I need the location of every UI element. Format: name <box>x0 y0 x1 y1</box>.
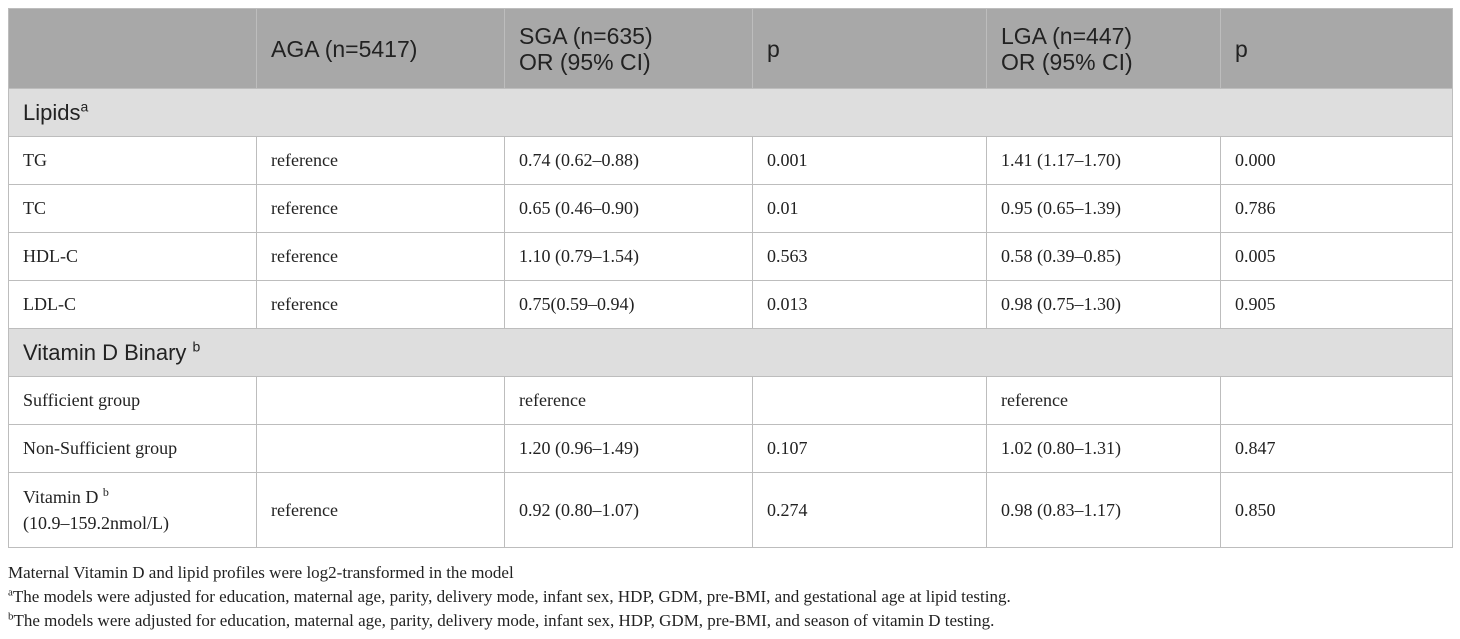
table-row-tg: TG reference 0.74 (0.62–0.88) 0.001 1.41… <box>8 136 1453 185</box>
section-title-vitamin-d-binary: Vitamin D Binary b <box>8 328 1453 377</box>
section-title-lipids: Lipidsa <box>8 88 1453 137</box>
header-cell-lga-p: p <box>1220 8 1453 89</box>
sga-or-cell: 1.20 (0.96–1.49) <box>504 424 753 473</box>
lga-or-cell: 0.98 (0.75–1.30) <box>986 280 1221 329</box>
header-lga-or-label: OR (95% CI) <box>1001 48 1133 75</box>
lga-or-cell: 0.58 (0.39–0.85) <box>986 232 1221 281</box>
aga-cell <box>256 376 505 425</box>
footnote-a-marker: a <box>8 586 13 599</box>
header-cell-sga: SGA (n=635) OR (95% CI) <box>504 8 753 89</box>
table-row-ldl-c: LDL-C reference 0.75(0.59–0.94) 0.013 0.… <box>8 280 1453 329</box>
table-footnotes: Maternal Vitamin D and lipid profiles we… <box>8 561 1452 633</box>
sga-or-cell: 0.75(0.59–0.94) <box>504 280 753 329</box>
footnote-b-text: The models were adjusted for education, … <box>13 611 995 630</box>
table-row-non-sufficient: Non-Sufficient group 1.20 (0.96–1.49) 0.… <box>8 424 1453 473</box>
row-label: LDL-C <box>8 280 257 329</box>
table-row-vitamin-d-continuous: Vitamin D b (10.9–159.2nmol/L) reference… <box>8 472 1453 548</box>
row-label-line1: Vitamin D b <box>23 485 109 507</box>
lga-p-cell: 0.850 <box>1220 472 1453 548</box>
row-label: Sufficient group <box>8 376 257 425</box>
footnote-marker: b <box>192 338 201 355</box>
row-label-line2: (10.9–159.2nmol/L) <box>23 513 169 533</box>
lga-or-cell: 0.98 (0.83–1.17) <box>986 472 1221 548</box>
sga-or-cell: 0.65 (0.46–0.90) <box>504 184 753 233</box>
table-header-row: AGA (n=5417) SGA (n=635) OR (95% CI) p L… <box>8 8 1453 89</box>
aga-cell: reference <box>256 232 505 281</box>
section-row-lipids: Lipidsa <box>8 88 1453 137</box>
footnote-a-text: The models were adjusted for education, … <box>12 587 1011 606</box>
footnote-transform: Maternal Vitamin D and lipid profiles we… <box>8 563 514 582</box>
aga-cell: reference <box>256 472 505 548</box>
footnote-b-marker: b <box>8 610 14 623</box>
lga-p-cell: 0.786 <box>1220 184 1453 233</box>
aga-cell: reference <box>256 136 505 185</box>
header-cell-aga: AGA (n=5417) <box>256 8 505 89</box>
header-cell-sga-p: p <box>752 8 987 89</box>
lga-p-cell: 0.905 <box>1220 280 1453 329</box>
lga-p-cell <box>1220 376 1453 425</box>
table-row-tc: TC reference 0.65 (0.46–0.90) 0.01 0.95 … <box>8 184 1453 233</box>
sga-p-cell: 0.01 <box>752 184 987 233</box>
footnote-marker: b <box>102 485 109 499</box>
table-row-sufficient: Sufficient group reference reference <box>8 376 1453 425</box>
results-table: AGA (n=5417) SGA (n=635) OR (95% CI) p L… <box>8 8 1453 548</box>
sga-p-cell: 0.001 <box>752 136 987 185</box>
row-label: Non-Sufficient group <box>8 424 257 473</box>
sga-p-cell: 0.563 <box>752 232 987 281</box>
row-label: Vitamin D b (10.9–159.2nmol/L) <box>8 472 257 548</box>
header-sga-label: SGA (n=635) <box>519 22 653 49</box>
aga-cell: reference <box>256 184 505 233</box>
header-cell-row-label <box>8 8 257 89</box>
sga-or-cell: 0.74 (0.62–0.88) <box>504 136 753 185</box>
header-sga-p-label: p <box>767 35 780 62</box>
sga-p-cell: 0.107 <box>752 424 987 473</box>
row-label: TG <box>8 136 257 185</box>
section-lipids-label: Lipids <box>23 99 81 125</box>
header-aga-label: AGA (n=5417) <box>271 35 418 62</box>
lga-or-cell: 1.41 (1.17–1.70) <box>986 136 1221 185</box>
sga-or-cell: 1.10 (0.79–1.54) <box>504 232 753 281</box>
lga-p-cell: 0.000 <box>1220 136 1453 185</box>
lga-p-cell: 0.847 <box>1220 424 1453 473</box>
header-sga-or-label: OR (95% CI) <box>519 48 651 75</box>
lga-or-cell: reference <box>986 376 1221 425</box>
sga-p-cell: 0.274 <box>752 472 987 548</box>
section-row-vitamin-d-binary: Vitamin D Binary b <box>8 328 1453 377</box>
lga-or-cell: 0.95 (0.65–1.39) <box>986 184 1221 233</box>
header-lga-label: LGA (n=447) <box>1001 22 1133 49</box>
footnote-a: aThe models were adjusted for education,… <box>8 585 1452 609</box>
row-label: HDL-C <box>8 232 257 281</box>
row-label: TC <box>8 184 257 233</box>
aga-cell: reference <box>256 280 505 329</box>
aga-cell <box>256 424 505 473</box>
sga-or-cell: 0.92 (0.80–1.07) <box>504 472 753 548</box>
table-row-hdl-c: HDL-C reference 1.10 (0.79–1.54) 0.563 0… <box>8 232 1453 281</box>
footnote-marker: a <box>80 98 89 115</box>
header-lga-p-label: p <box>1235 35 1248 62</box>
footnote-b: bThe models were adjusted for education,… <box>8 609 1452 633</box>
sga-or-cell: reference <box>504 376 753 425</box>
header-cell-lga: LGA (n=447) OR (95% CI) <box>986 8 1221 89</box>
sga-p-cell <box>752 376 987 425</box>
lga-p-cell: 0.005 <box>1220 232 1453 281</box>
sga-p-cell: 0.013 <box>752 280 987 329</box>
lga-or-cell: 1.02 (0.80–1.31) <box>986 424 1221 473</box>
section-vitd-label: Vitamin D Binary <box>23 339 193 365</box>
